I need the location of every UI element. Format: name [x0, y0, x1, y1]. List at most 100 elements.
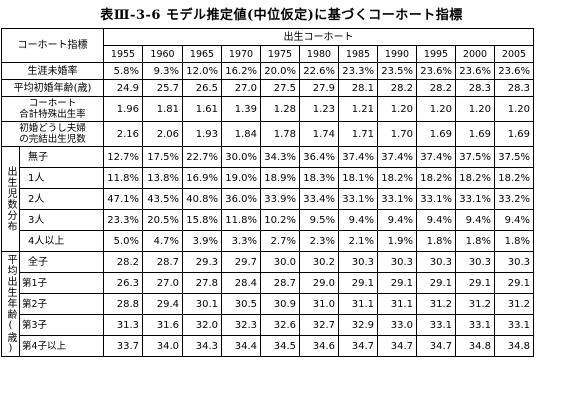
mean-birth-age-value: 33.1 [455, 314, 495, 336]
birth-distribution-value: 18.9% [260, 167, 300, 189]
completed-births-value: 1.69 [416, 121, 456, 147]
mean-birth-age-row: 第1子 26.3 27.0 27.8 28.4 28.7 29.0 29.1 29.1 29.1 2… [2, 272, 534, 294]
birth-distribution-value: 37.4% [416, 146, 456, 168]
mean-birth-age-value: 30.2 [299, 251, 339, 273]
mean-birth-age-item-label: 第3子 [19, 314, 104, 336]
unmarried-rate-value: 12.0% [182, 62, 222, 80]
mean-birth-age-value: 29.4 [142, 293, 183, 315]
birth-distribution-value: 9.4% [416, 209, 456, 231]
completed-births-value: 1.93 [182, 121, 222, 147]
mean-birth-age-value: 34.8 [494, 335, 534, 357]
birth-distribution-value: 33.1% [377, 188, 417, 210]
birth-distribution-value: 18.2% [377, 167, 417, 189]
mean-birth-age-value: 33.1 [494, 314, 534, 336]
mean-birth-age-group-label: 平均出生年齢(歳) [1, 251, 20, 357]
unmarried-rate-row: 生涯未婚率 5.8% 9.3% 12.0% 16.2% 20.0% 22.6% 23.3% 23… [1, 62, 534, 80]
mean-birth-age-value: 34.7 [338, 335, 378, 357]
cohort-tfr-value: 1.61 [182, 96, 222, 122]
unmarried-rate-value: 23.5% [377, 62, 417, 80]
birth-distribution-value: 33.2% [494, 188, 534, 210]
birth-distribution-value: 37.4% [338, 146, 378, 168]
mean-birth-age-value: 29.1 [377, 272, 417, 294]
cohort-tfr-value: 1.21 [338, 96, 378, 122]
birth-distribution-value: 18.3% [299, 167, 339, 189]
mean-birth-age-value: 34.8 [455, 335, 495, 357]
birth-distribution-item-label: 2人 [19, 188, 104, 210]
mean-birth-age-value: 32.3 [221, 314, 261, 336]
mean-birth-age-value: 33.1 [416, 314, 456, 336]
birth-distribution-value: 9.5% [299, 209, 339, 231]
mean-birth-age-value: 27.8 [182, 272, 222, 294]
mean-birth-age-value: 29.3 [182, 251, 222, 273]
mean-birth-age-value: 29.1 [416, 272, 456, 294]
mean-birth-age-value: 28.8 [103, 293, 143, 315]
mean-birth-age-value: 32.9 [338, 314, 378, 336]
year-header-1985: 1985 [338, 45, 378, 63]
birth-distribution-value: 37.5% [494, 146, 534, 168]
mean-birth-age-value: 30.5 [221, 293, 261, 315]
birth-distribution-value: 3.3% [221, 230, 261, 252]
completed-births-value: 2.06 [142, 121, 183, 147]
mean-first-marriage-age-value: 27.9 [299, 79, 339, 97]
birth-distribution-value: 33.9% [260, 188, 300, 210]
mean-birth-age-value: 26.3 [103, 272, 143, 294]
mean-first-marriage-age-value: 25.7 [142, 79, 183, 97]
birth-distribution-value: 11.8% [103, 167, 143, 189]
birth-distribution-value: 9.4% [494, 209, 534, 231]
birth-distribution-value: 18.1% [338, 167, 378, 189]
mean-first-marriage-age-value: 28.2 [377, 79, 417, 97]
mean-birth-age-value: 28.4 [221, 272, 261, 294]
mean-birth-age-row: 平均出生年齢(歳) 全子 28.2 28.7 29.3 29.7 30.0 30.2 30.3 3… [1, 251, 534, 357]
birth-distribution-value: 47.1% [103, 188, 143, 210]
cohort-tfr-label-line2: 合計特殊出生率 [19, 109, 86, 120]
birth-distribution-value: 17.5% [142, 146, 183, 168]
cohort-tfr-value: 1.81 [142, 96, 183, 122]
birth-distribution-value: 2.7% [260, 230, 300, 252]
mean-birth-age-value: 30.9 [260, 293, 300, 315]
birth-distribution-item-label: 4人以上 [19, 230, 104, 252]
birth-distribution-value: 33.1% [338, 188, 378, 210]
completed-births-label: 初婚どうし夫婦 の完結出生児数 [1, 121, 104, 147]
mean-birth-age-value: 29.7 [221, 251, 261, 273]
mean-birth-age-value: 30.3 [338, 251, 378, 273]
cohort-tfr-value: 1.20 [416, 96, 456, 122]
year-header-1970: 1970 [221, 45, 261, 63]
birth-distribution-value: 2.3% [299, 230, 339, 252]
birth-distribution-row: 2人 47.1% 43.5% 40.8% 36.0% 33.9% 33.4% 33.1% 33.… [2, 188, 534, 210]
birth-distribution-value: 15.8% [182, 209, 222, 231]
birth-distribution-value: 33.1% [416, 188, 456, 210]
mean-birth-age-value: 34.7 [416, 335, 456, 357]
mean-birth-age-value: 31.6 [142, 314, 183, 336]
mean-birth-age-value: 30.3 [377, 251, 417, 273]
birth-distribution-value: 12.7% [103, 146, 143, 168]
birth-distribution-value: 37.4% [377, 146, 417, 168]
birth-distribution-row: 1人 11.8% 13.8% 16.9% 19.0% 18.9% 18.3% 18.1% 18.… [2, 167, 534, 189]
cohort-tfr-value: 1.28 [260, 96, 300, 122]
year-header-1955: 1955 [103, 45, 143, 63]
mean-birth-age-value: 31.2 [494, 293, 534, 315]
completed-births-value: 2.16 [103, 121, 143, 147]
mean-birth-age-value: 32.6 [260, 314, 300, 336]
table-title: 表Ⅲ-3-6 モデル推定値(中位仮定)に基づくコーホート指標 [100, 8, 463, 23]
unmarried-rate-value: 23.6% [416, 62, 456, 80]
mean-birth-age-value: 32.0 [182, 314, 222, 336]
mean-birth-age-value: 31.2 [416, 293, 456, 315]
completed-births-value: 1.78 [260, 121, 300, 147]
cohort-tfr-value: 1.39 [221, 96, 261, 122]
mean-birth-age-value: 28.7 [260, 272, 300, 294]
unmarried-rate-value: 23.6% [494, 62, 534, 80]
birth-distribution-item-label: 1人 [19, 167, 104, 189]
birth-distribution-value: 10.2% [260, 209, 300, 231]
mean-birth-age-value: 31.0 [299, 293, 339, 315]
year-header-1965: 1965 [182, 45, 222, 63]
birth-distribution-value: 18.2% [455, 167, 495, 189]
mean-birth-age-value: 30.1 [182, 293, 222, 315]
year-header-1975: 1975 [260, 45, 300, 63]
mean-birth-age-value: 33.0 [377, 314, 417, 336]
birth-distribution-row: 出生児数分布 無子 12.7% 17.5% 22.7% 30.0% 34.3% 36.4% 37… [1, 146, 534, 252]
mean-birth-age-value: 31.1 [338, 293, 378, 315]
mean-first-marriage-age-value: 28.3 [494, 79, 534, 97]
birth-distribution-value: 37.5% [455, 146, 495, 168]
mean-birth-age-value: 31.1 [377, 293, 417, 315]
mean-birth-age-item-label: 全子 [19, 251, 104, 273]
